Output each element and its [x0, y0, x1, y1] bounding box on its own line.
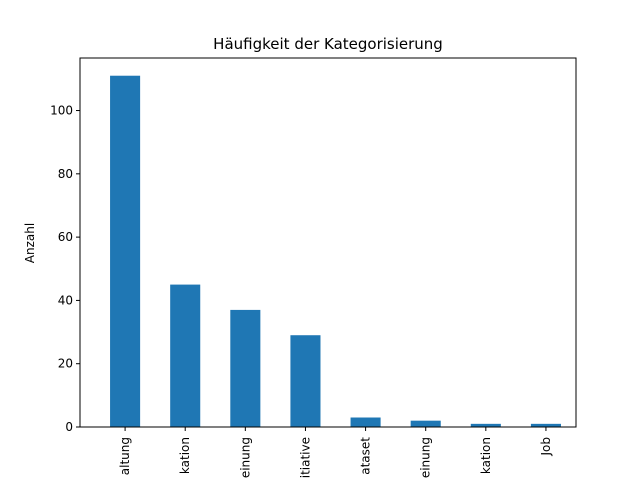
chart-title: Häufigkeit der Kategorisierung: [213, 35, 443, 53]
x-tick-label-0: altung: [118, 437, 132, 475]
bar-5: [410, 420, 441, 427]
axes-frame: [79, 57, 577, 428]
x-tick-label-2: einung: [238, 437, 252, 478]
x-tick-label-6: kation: [479, 437, 493, 474]
x-tick-label-4: ataset: [359, 437, 373, 475]
x-tick-label-3: itiative: [298, 437, 312, 478]
bar-3: [290, 335, 321, 427]
bars-layer: [110, 75, 561, 427]
bar-2: [230, 309, 261, 427]
x-tick-label-7: Job: [539, 437, 553, 457]
y-tick-label-1: 20: [58, 357, 73, 371]
bar-0: [110, 75, 141, 427]
x-tick-label-1: kation: [178, 437, 192, 474]
y-tick-label-0: 0: [65, 420, 73, 434]
bar-1: [170, 284, 201, 427]
y-tick-label-3: 60: [58, 230, 73, 244]
y-tick-label-5: 100: [50, 104, 73, 118]
ticks-layer: altung kation einung itiative ataset einung ka…: [50, 104, 553, 479]
bar-7: [530, 423, 561, 427]
y-tick-label-2: 40: [58, 293, 73, 307]
bar-6: [470, 423, 501, 427]
x-tick-label-5: einung: [419, 437, 433, 478]
bar-4: [350, 417, 381, 427]
y-axis-label: Anzahl: [23, 223, 37, 263]
y-tick-label-4: 80: [58, 167, 73, 181]
